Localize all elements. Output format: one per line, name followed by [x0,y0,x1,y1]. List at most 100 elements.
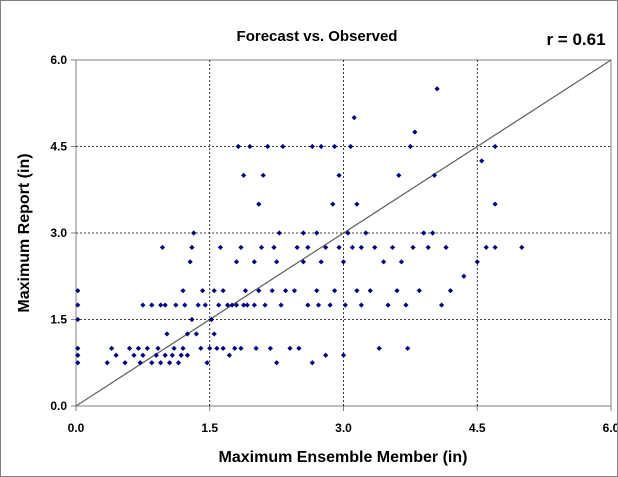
data-point [217,244,224,251]
data-point [241,172,247,178]
data-point [75,352,81,358]
data-point [479,158,485,164]
data-point [256,288,262,294]
data-point [282,288,289,294]
data-point [75,360,81,366]
data-point [162,352,168,358]
chart-title: Forecast vs. Observed [237,28,398,45]
data-point [229,302,235,308]
data-point [122,360,128,366]
data-point [407,143,413,150]
data-point [256,201,262,207]
y-tick-label: 3.0 [50,226,67,240]
data-point [253,345,259,351]
data-point [278,302,284,308]
data-point [173,302,179,308]
data-point [461,273,467,279]
data-point [354,201,360,207]
data-point [291,288,298,294]
data-point [274,259,280,265]
x-tick-label: 6.0 [603,421,617,435]
data-point [396,172,402,178]
data-point [75,302,81,308]
data-point [158,360,164,366]
data-point [200,288,206,294]
data-point [403,302,409,308]
data-point [247,143,253,150]
data-point [131,352,137,358]
data-point [195,302,201,308]
data-point [207,345,213,351]
data-point [280,143,286,150]
data-point [191,230,197,236]
x-tick-label: 4.5 [469,421,486,435]
x-tick-label: 0.0 [68,421,85,435]
data-point [336,244,342,251]
data-point [447,288,454,294]
data-point [109,345,115,351]
data-point [438,302,445,308]
data-point [182,302,188,308]
data-point [431,172,438,178]
data-point [184,331,191,337]
data-point [155,345,161,351]
data-point [260,172,266,178]
data-point [241,302,247,308]
data-point [416,288,422,294]
data-point [184,352,191,358]
data-point [164,331,170,337]
data-point [137,360,143,366]
data-point [149,302,155,308]
data-point [149,360,155,366]
data-point [300,230,306,236]
data-point [258,244,265,251]
data-point [294,244,300,251]
data-point [220,345,226,351]
y-tick-label: 4.5 [50,140,67,154]
data-point [434,86,440,92]
data-point [251,302,257,308]
data-point [348,143,354,150]
data-point [358,244,364,251]
data-point [331,288,338,294]
data-point [269,288,275,294]
data-point [162,302,168,308]
data-point [193,331,199,337]
data-point [318,259,324,265]
data-point [226,352,232,358]
data-point [175,360,182,366]
data-point [75,288,81,294]
data-point [474,259,480,265]
data-point [296,345,302,351]
data-point [232,345,238,351]
data-point [492,143,498,150]
data-point [323,244,329,251]
data-point [358,302,364,308]
data-point [265,143,271,150]
data-point [158,302,164,308]
correlation-label: r = 0.61 [546,30,605,49]
data-point [262,302,268,308]
data-point [430,230,436,236]
data-point [351,115,357,121]
data-point [287,345,293,351]
data-point [167,360,173,366]
data-point [198,345,204,351]
data-point [189,244,195,251]
data-point [202,302,208,308]
data-point [208,316,215,323]
data-point [345,230,351,236]
data-point [153,352,159,358]
data-point [492,244,498,251]
data-point [309,143,315,150]
data-point [421,230,427,236]
data-point [216,302,222,308]
data-point [443,244,449,251]
data-point [75,316,81,323]
data-point [276,230,282,236]
data-point [349,244,356,251]
data-point [220,288,226,294]
data-point [274,360,280,366]
